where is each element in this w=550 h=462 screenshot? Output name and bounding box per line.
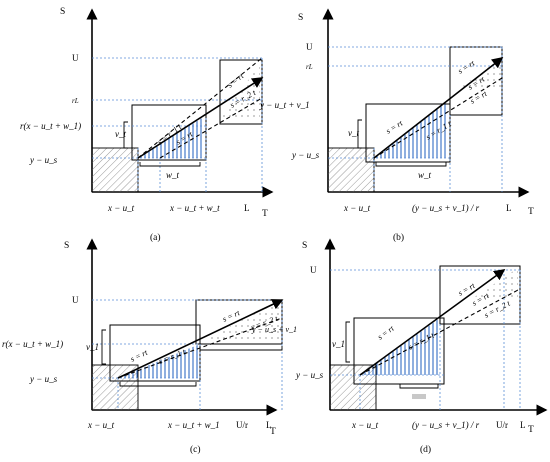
panel-c-xtick-3: U/r: [236, 420, 248, 430]
panel-d-line-rt: [359, 269, 506, 376]
panel-a: S T U rL r(x − u_t + w_1) y − u_s x − u_…: [20, 7, 310, 243]
panel-a-side: y − u_t + v_1: [259, 100, 310, 110]
panel-a-dots: [220, 64, 260, 118]
panel-b-xtick-3: L: [506, 203, 512, 213]
panel-c-xtick-2: x − u_t + w_1: [167, 420, 220, 430]
panel-c-stripes: [118, 344, 200, 378]
panel-b-vt: v_t: [348, 128, 359, 138]
panel-d-y-title: S: [302, 241, 307, 251]
panel-d-v1: v_1: [332, 339, 345, 349]
panel-a-tick-r: r(x − u_t + w_1): [20, 121, 81, 131]
panel-b: S T U rL y − u_s x − u_t (y − u_s + v_1)…: [291, 8, 534, 243]
panel-a-line-r2t: [159, 97, 263, 159]
panel-c-line-rt: [117, 299, 284, 379]
panel-d-caption: (d): [420, 444, 431, 455]
panel-a-caption: (a): [150, 232, 161, 243]
panel-b-line-rt: [373, 57, 504, 159]
panel-a-xtick-2: x − u_t + w_t: [169, 203, 220, 213]
panel-d-gray-mark: [412, 394, 426, 399]
panel-a-line-r1t: [137, 57, 263, 159]
panel-d-xtick-4: L: [520, 420, 526, 430]
panel-c-xtick-1: x − u_t: [87, 420, 115, 430]
panel-d-lab-1: s = rt: [376, 323, 396, 341]
panel-c-side: y − u_s + v_1: [251, 325, 297, 334]
panel-c-caption: (c): [190, 444, 201, 455]
panel-b-xtick-2: (y − u_s + v_1) / r: [412, 203, 480, 213]
panel-b-lab-1: s = rt: [384, 118, 405, 136]
panel-a-y-title: S: [60, 7, 65, 17]
panel-a-tick-rL: rL: [72, 97, 79, 105]
panel-d-tick-yus: y − u_s: [295, 370, 324, 380]
panel-a-x-title: T: [262, 209, 268, 219]
panel-d-xtick-3: U/r: [496, 420, 508, 430]
panel-c-tick-yus: y − u_s: [29, 374, 58, 384]
panel-a-vt: v_t: [115, 129, 126, 139]
panel-c-v1: v_1: [86, 342, 99, 352]
panel-c-tick-U: U: [72, 295, 79, 305]
panel-a-tick-U: U: [72, 53, 79, 63]
panel-b-tick-yus: y − u_s: [291, 150, 320, 160]
panel-d-box-lower: [353, 317, 445, 385]
panel-a-hatch: [92, 148, 138, 192]
panel-d-xtick-2: (y − u_s + v_1) / r: [412, 420, 480, 430]
panel-d-tick-U: U: [310, 265, 317, 275]
panel-b-lab-3: s = rt: [456, 58, 477, 76]
panel-b-caption: (b): [393, 232, 404, 243]
panel-d-xtick-1: x − u_t: [351, 420, 379, 430]
panel-a-box-lower: [131, 104, 207, 161]
panel-c-xtick-4: L: [266, 420, 272, 430]
panel-b-tick-U: U: [306, 42, 313, 52]
panel-d-lab-3: s = rt: [457, 281, 478, 298]
panel-b-y-title: S: [298, 13, 303, 23]
panel-d-x-title: T: [528, 425, 534, 435]
panel-a-xtick-1: x − u_t: [107, 203, 135, 213]
panel-d: S T U y − u_s x − u_t (y − u_s + v_1) / …: [295, 238, 548, 455]
panel-d-line-r1t: [359, 289, 519, 376]
panel-c-lab-1: s = rt: [129, 348, 150, 364]
panel-a-tick-yus: y − u_s: [29, 155, 58, 165]
panel-a-xtick-3: L: [244, 203, 250, 213]
panel-b-tick-rL: rL: [306, 63, 313, 71]
panel-a-wt: w_t: [166, 170, 180, 180]
panel-c: S T U r(x − u_t + w_1) y − u_s x − u_t x…: [2, 238, 297, 455]
panel-c-x-title: T: [270, 427, 276, 437]
panel-a-line-rt: [137, 77, 264, 159]
panel-b-xtick-1: x − u_t: [343, 203, 371, 213]
panel-c-y-title: S: [64, 241, 69, 251]
panel-d-dots: [470, 268, 518, 300]
panel-b-x-title: T: [528, 207, 534, 217]
panel-b-wt: w_t: [418, 170, 432, 180]
panel-c-tick-r: r(x − u_t + w_1): [2, 339, 63, 349]
